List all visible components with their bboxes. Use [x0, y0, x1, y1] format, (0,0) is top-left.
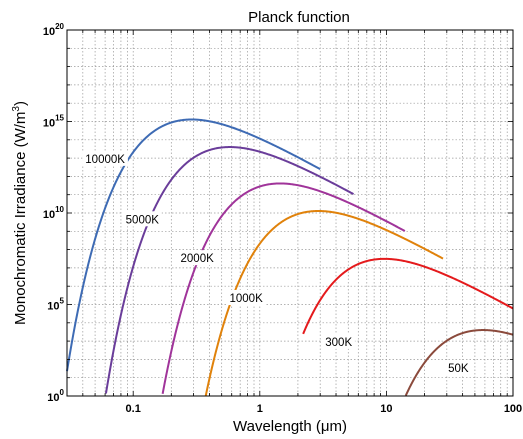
curve-label-background	[445, 359, 472, 375]
curve-label-background	[177, 250, 217, 266]
x-tick-label: 1	[257, 403, 263, 415]
series-line-2000K	[161, 182, 406, 395]
y-tick-labels: 100 105 1010 1015 1020	[43, 22, 65, 404]
curve-label-background	[82, 150, 128, 166]
x-tick-label: 100	[504, 403, 522, 415]
y-axis-label-close: )	[12, 101, 29, 106]
curve-label-text: 50K	[448, 363, 469, 375]
y-axis-label-text: Monochromatic Irradiance (W/m	[12, 112, 29, 325]
curve-label-1000K: 1000K	[226, 289, 266, 305]
y-tick-label: 1020	[43, 22, 65, 38]
curve-label-300K: 300K	[322, 333, 355, 349]
curve-label-text: 10000K	[85, 154, 125, 166]
y-tick-label: 1015	[43, 114, 65, 130]
x-tick-labels: 0.1 1 10 100	[126, 403, 523, 415]
series-line-300K	[302, 257, 514, 335]
curve-label-10000K: 10000K	[82, 150, 128, 166]
y-axis-label: Monochromatic Irradiance (W/m3)	[11, 101, 29, 325]
x-axis-label: Wavelength (μm)	[233, 418, 347, 435]
curve-label-text: 1000K	[230, 293, 264, 305]
curve-label-text: 2000K	[181, 253, 215, 265]
grid-lines	[67, 30, 513, 396]
x-tick-label: 10	[380, 403, 392, 415]
y-tick-label: 105	[47, 297, 64, 313]
y-axis-label-superscript: 3	[11, 106, 22, 112]
curve-label-background	[322, 333, 355, 349]
x-tick-label: 0.1	[126, 403, 141, 415]
curve-label-background	[122, 211, 162, 227]
y-tick-label: 1010	[43, 205, 65, 221]
curve-label-5000K: 5000K	[122, 211, 162, 227]
curve-label-2000K: 2000K	[177, 250, 217, 266]
curve-label-text: 5000K	[126, 214, 160, 226]
curve-label-text: 300K	[325, 337, 352, 349]
curve-label-50K: 50K	[445, 359, 472, 375]
annotation-layer: 10000K 5000K 2000K 1000K 300K 50K	[82, 150, 472, 375]
series-line-5000K	[104, 146, 355, 394]
curve-label-background	[226, 289, 266, 305]
y-tick-label: 100	[47, 388, 64, 404]
series-line-10000K	[66, 118, 321, 372]
series-line-1000K	[204, 210, 444, 396]
chart-title: Planck function	[248, 9, 350, 26]
series-layer	[66, 118, 514, 396]
series-line-50K	[404, 329, 514, 396]
tick-marks	[66, 29, 513, 397]
